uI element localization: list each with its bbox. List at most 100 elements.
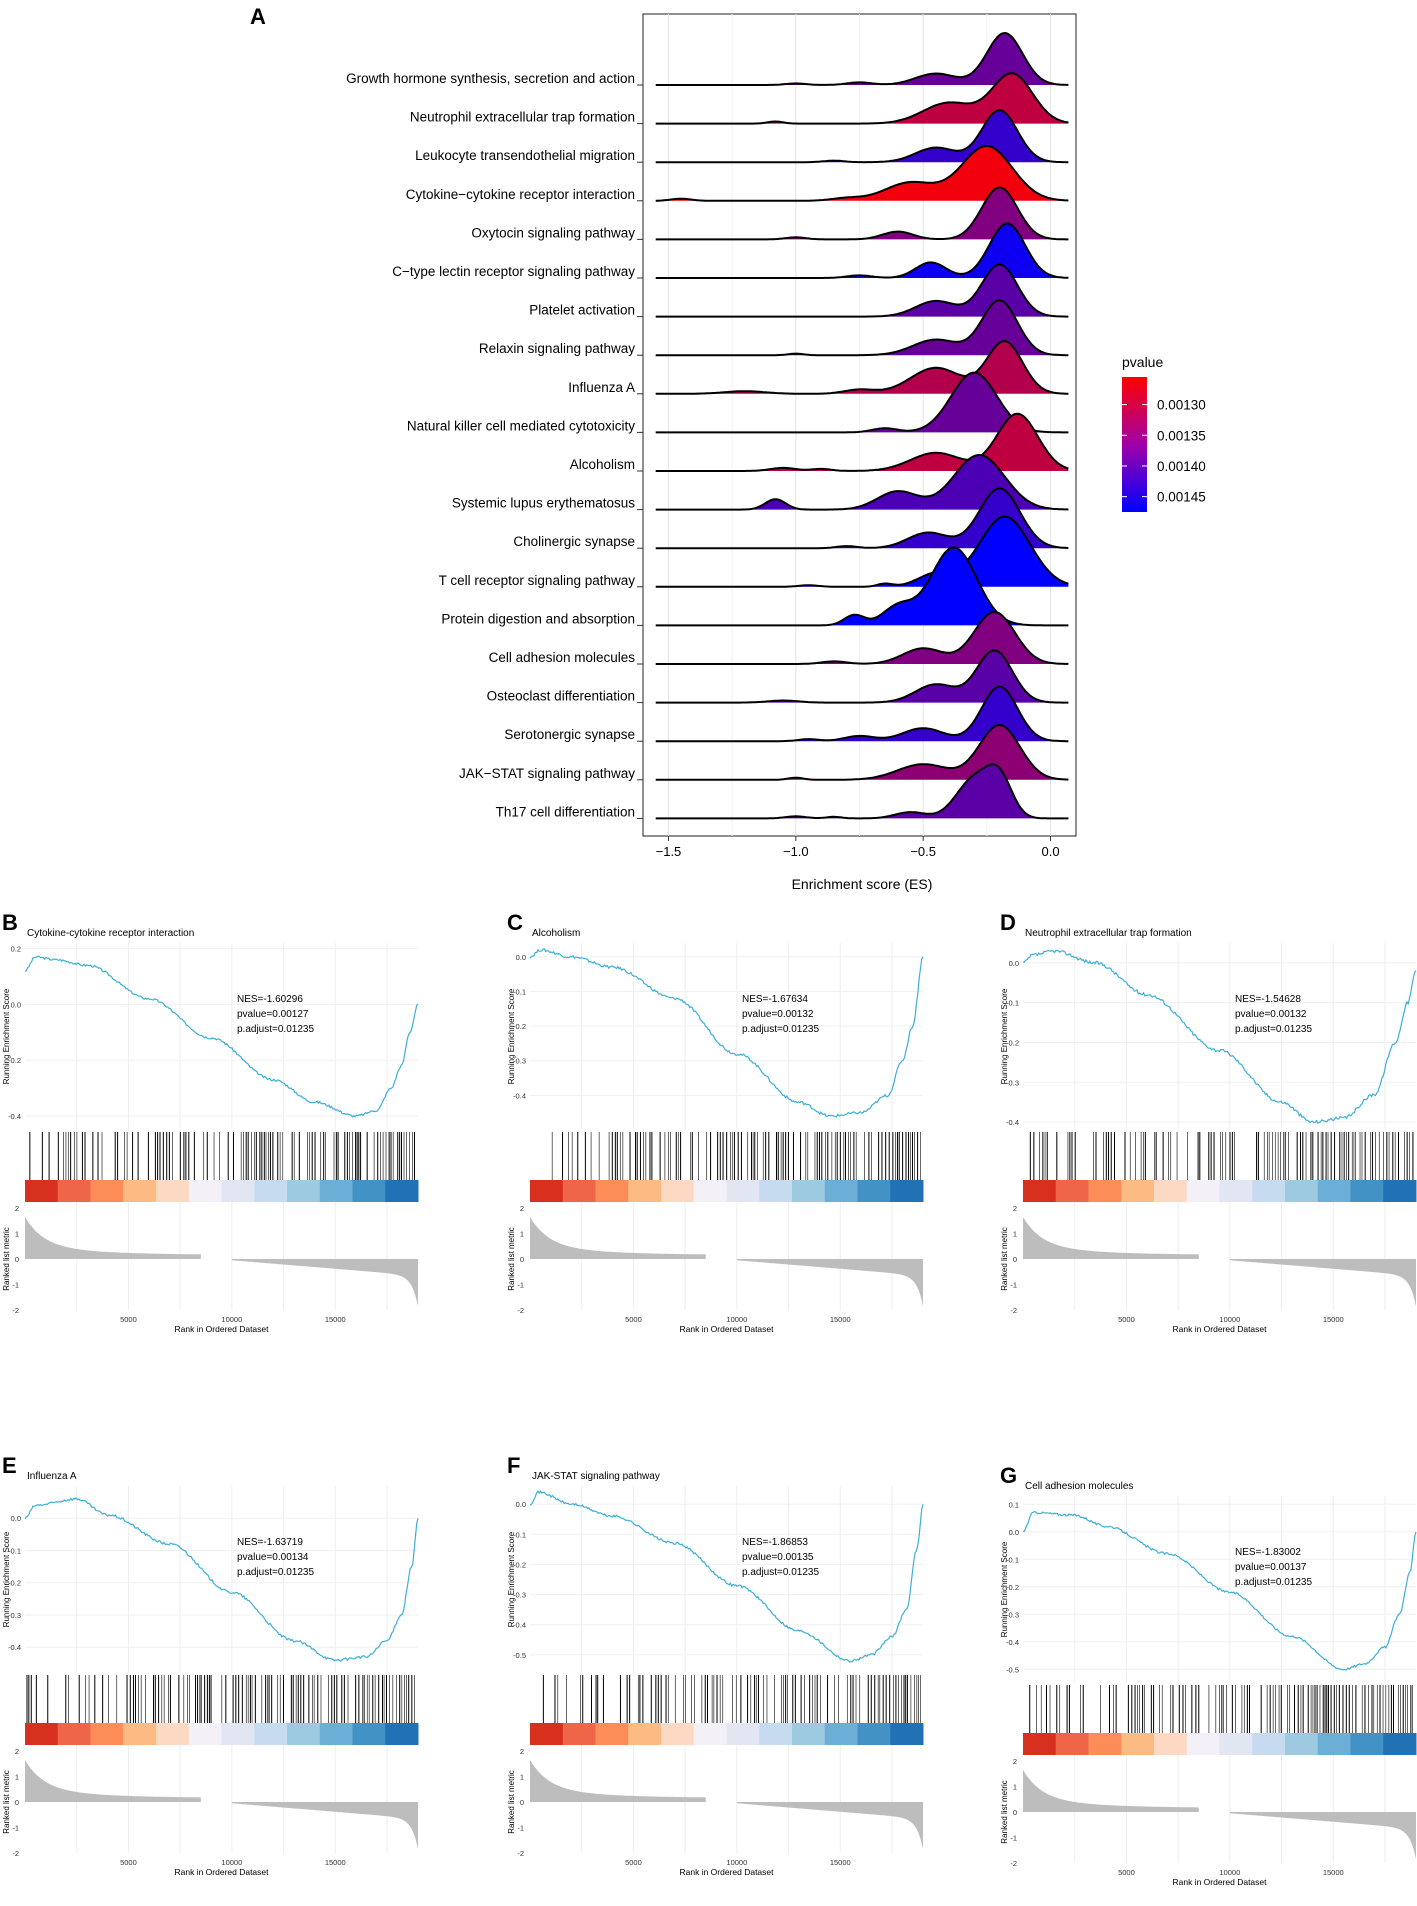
ridge-density-area — [655, 223, 1069, 278]
rank-tick-label: 10000 — [726, 1858, 747, 1867]
ranked-metric-negative — [231, 1802, 418, 1850]
ranked-metric-positive — [1023, 1769, 1199, 1812]
es-axis-label: Running Enrichment Score — [507, 988, 516, 1084]
rank-tick-label: 5000 — [1118, 1868, 1135, 1877]
es-tick-label: -0.1 — [1006, 999, 1019, 1008]
gsea-title: Alcoholism — [532, 928, 580, 939]
metric-axis-label: Ranked list metric — [507, 1227, 516, 1291]
padjust-label: p.adjust=0.01235 — [237, 1567, 314, 1578]
metric-tick-label: -2 — [12, 1306, 19, 1315]
ridge-density-area — [655, 33, 1069, 85]
gene-hit-barcode — [1029, 1132, 1414, 1180]
legend-label: 0.00135 — [1157, 428, 1206, 443]
metric-axis-label: Ranked list metric — [507, 1770, 516, 1834]
metric-tick-label: 2 — [520, 1747, 524, 1756]
rank-axis-label: Rank in Ordered Dataset — [1172, 1877, 1267, 1887]
rank-color-segment — [156, 1723, 190, 1745]
ridge-density-outline — [655, 724, 1069, 781]
metric-tick-label: 1 — [15, 1230, 19, 1239]
es-axis-label: Running Enrichment Score — [1000, 988, 1009, 1084]
metric-tick-label: 2 — [1013, 1757, 1017, 1766]
rank-color-segment — [319, 1180, 353, 1202]
rank-color-segment — [25, 1180, 59, 1202]
es-tick-label: 0.0 — [1009, 1528, 1019, 1537]
ranked-metric-negative — [736, 1259, 923, 1307]
rank-color-segment — [1154, 1180, 1188, 1202]
ridge-density-area — [655, 73, 1069, 124]
rank-color-segment — [628, 1180, 662, 1202]
padjust-label: p.adjust=0.01235 — [1235, 1024, 1312, 1035]
rank-color-segment — [1383, 1180, 1417, 1202]
rank-tick-label: 10000 — [726, 1315, 747, 1324]
x-tick-label: −1.0 — [783, 844, 809, 859]
metric-tick-label: 1 — [520, 1773, 524, 1782]
rank-color-segment — [1350, 1733, 1384, 1755]
ridge-density-area — [655, 547, 1069, 626]
pathway-label: Th17 cell differentiation — [496, 804, 635, 819]
es-tick-label: -0.4 — [1006, 1638, 1019, 1647]
rank-color-segment — [595, 1180, 629, 1202]
rank-color-segment — [319, 1723, 353, 1745]
gsea-panel-b: B Cytokine-cytokine receptor interaction 0… — [2, 910, 419, 1334]
es-tick-label: -0.4 — [8, 1643, 21, 1652]
rank-color-segment — [156, 1180, 190, 1202]
metric-tick-label: 1 — [1013, 1230, 1017, 1239]
metric-tick-label: 1 — [1013, 1783, 1017, 1792]
ridge-density-outline — [655, 487, 1069, 550]
ranked-metric-positive — [25, 1759, 201, 1802]
metric-tick-label: 0 — [520, 1255, 524, 1264]
metric-tick-label: -2 — [1010, 1306, 1017, 1315]
pvalue-legend: pvalue 0.00130 0.00135 0.00140 0.00145 — [1122, 354, 1206, 512]
es-tick-label: -0.1 — [8, 1546, 21, 1555]
rank-color-segment — [562, 1180, 596, 1202]
ridge-density-outline — [655, 412, 1069, 472]
metric-tick-label: 2 — [520, 1204, 524, 1213]
ranked-metric-negative — [1229, 1259, 1416, 1307]
ridge-density-area — [655, 187, 1069, 240]
rank-tick-label: 10000 — [221, 1315, 242, 1324]
rank-color-segment — [857, 1180, 891, 1202]
rank-color-segment — [1252, 1180, 1286, 1202]
pathway-label: JAK−STAT signaling pathway — [459, 766, 635, 781]
pvalue-label: pvalue=0.00134 — [237, 1552, 309, 1563]
ranked-metric-positive — [1023, 1216, 1199, 1259]
rank-color-segment — [1055, 1180, 1089, 1202]
rank-color-segment — [693, 1723, 727, 1745]
ridge-density-outline — [655, 371, 1069, 434]
ridge-density-outline — [655, 144, 1069, 202]
rank-color-segment — [254, 1723, 288, 1745]
rank-axis-label: Rank in Ordered Dataset — [1172, 1324, 1267, 1334]
rank-color-segment — [57, 1180, 91, 1202]
rank-color-segment — [1055, 1733, 1089, 1755]
gene-hit-barcode — [26, 1675, 415, 1723]
ridge-density-outline — [655, 263, 1069, 318]
pathway-label: Cell adhesion molecules — [489, 650, 636, 665]
gene-hit-barcode — [542, 1675, 921, 1723]
pvalue-label: pvalue=0.00135 — [742, 1552, 814, 1563]
pathway-label: Influenza A — [568, 380, 635, 395]
es-tick-label: 0.0 — [516, 1500, 526, 1509]
ridge-density-area — [655, 764, 1069, 819]
ridge-density-outline — [655, 763, 1069, 820]
rank-color-segment — [726, 1180, 760, 1202]
metric-tick-label: -1 — [1010, 1281, 1017, 1290]
rank-color-segment — [1186, 1180, 1220, 1202]
es-tick-label: -0.4 — [1006, 1118, 1019, 1127]
rank-color-segment — [1023, 1733, 1057, 1755]
ridge-density-outline — [655, 109, 1069, 164]
panel-a-ridgeline: A Growth hormone synthesis, secretion an… — [250, 4, 1206, 892]
rank-tick-label: 10000 — [1219, 1868, 1240, 1877]
es-tick-label: -0.1 — [513, 1530, 526, 1539]
gene-hit-barcode — [29, 1132, 415, 1180]
es-tick-label: -0.2 — [1006, 1038, 1019, 1047]
ridge-density-outline — [655, 453, 1069, 511]
rank-color-segment — [1088, 1180, 1122, 1202]
rank-color-segment — [385, 1180, 419, 1202]
padjust-label: p.adjust=0.01235 — [742, 1567, 819, 1578]
rank-tick-label: 10000 — [221, 1858, 242, 1867]
ridge-density-area — [655, 650, 1069, 703]
es-tick-label: -0.4 — [513, 1621, 526, 1630]
metric-tick-label: -1 — [12, 1281, 19, 1290]
es-tick-label: 0.0 — [1009, 959, 1019, 968]
